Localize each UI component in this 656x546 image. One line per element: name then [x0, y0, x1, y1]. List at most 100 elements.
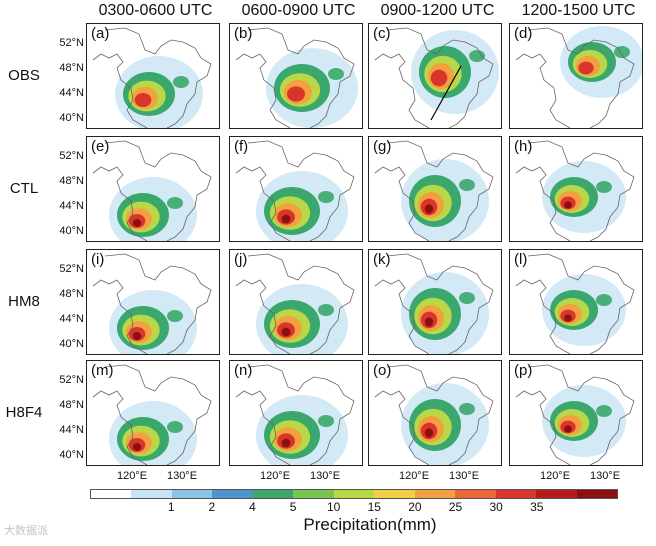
precip-map	[374, 253, 494, 354]
panel-label: (k)	[373, 251, 391, 268]
precip-area	[173, 76, 189, 88]
lat-label: 40°N	[59, 449, 84, 461]
panel-label: (b)	[234, 25, 253, 42]
boundary-line	[374, 166, 430, 241]
map-panel-e: (e)	[86, 136, 220, 242]
precip-area	[564, 425, 572, 433]
colorbar	[90, 489, 618, 499]
colorbar-swatch	[495, 490, 537, 498]
colorbar-label: Precipitation(mm)	[303, 515, 437, 534]
colorbar-swatch	[333, 490, 375, 498]
precip-area	[564, 201, 572, 209]
panel-label: (n)	[234, 362, 253, 379]
colorbar-swatch	[91, 490, 132, 498]
map-panel-d: (d)	[509, 23, 643, 129]
map-panel-h: (h)	[509, 136, 643, 242]
precip-area	[318, 415, 334, 427]
colorbar-swatch	[131, 490, 172, 498]
lat-label: 48°N	[59, 399, 84, 411]
precip-map	[92, 253, 212, 354]
precip-area	[424, 204, 434, 214]
panel-label: (m)	[91, 362, 114, 379]
colorbar-swatch	[576, 490, 618, 498]
precip-area	[167, 421, 183, 433]
column-title-3: 0900-1200 UTC	[380, 2, 495, 19]
column-title-4: 1200-1500 UTC	[521, 2, 636, 19]
lat-label: 44°N	[59, 313, 84, 325]
panel-label: (a)	[91, 25, 110, 42]
colorbar-swatch	[212, 490, 253, 498]
boundary-line	[374, 390, 430, 465]
lon-label: 120°E	[539, 470, 571, 482]
lat-label: 44°N	[59, 200, 84, 212]
lat-label: 52°N	[59, 150, 84, 162]
lon-label: 130°E	[448, 470, 480, 482]
colorbar-tick: 4	[249, 500, 256, 514]
boundary-line	[515, 390, 571, 465]
boundary-line	[104, 27, 212, 128]
boundary-line	[527, 253, 635, 354]
panel-label: (j)	[234, 251, 248, 268]
lat-label: 52°N	[59, 374, 84, 386]
precip-area	[281, 214, 291, 224]
precip-area	[328, 68, 344, 80]
panel-label: (g)	[373, 138, 392, 155]
map-panel-o: (o)	[368, 360, 502, 466]
panel-label: (o)	[373, 362, 392, 379]
precip-area	[596, 405, 612, 417]
colorbar-swatch	[374, 490, 415, 498]
boundary-line	[247, 140, 355, 241]
boundary-line	[104, 140, 212, 241]
lat-label: 48°N	[59, 288, 84, 300]
precip-area	[564, 314, 572, 322]
colorbar-swatch	[293, 490, 334, 498]
boundary-line	[386, 140, 494, 241]
lat-label: 44°N	[59, 87, 84, 99]
row-label-h8f4: H8F4	[5, 404, 43, 421]
boundary-line	[104, 364, 212, 465]
lat-label: 48°N	[59, 62, 84, 74]
precip-area	[318, 191, 334, 203]
panel-label: (c)	[373, 25, 391, 42]
precip-map	[235, 27, 358, 128]
panel-label: (h)	[514, 138, 533, 155]
boundary-line	[386, 27, 494, 128]
boundary-line	[104, 253, 212, 354]
panel-label: (d)	[514, 25, 533, 42]
precip-map	[515, 26, 642, 128]
map-panel-l: (l)	[509, 249, 643, 355]
precip-area	[459, 403, 475, 415]
map-panel-n: (n)	[229, 360, 363, 466]
row-label-hm8: HM8	[8, 293, 40, 310]
precip-area	[281, 438, 291, 448]
precip-area	[596, 294, 612, 306]
precip-area	[132, 332, 142, 340]
boundary-line	[374, 53, 430, 128]
precip-map	[235, 364, 355, 465]
colorbar-tick: 35	[530, 500, 544, 514]
colorbar-tick: 1	[167, 500, 175, 514]
precip-area	[469, 50, 485, 62]
panel-label: (l)	[514, 251, 528, 268]
precip-area	[287, 86, 305, 102]
boundary-line	[527, 140, 635, 241]
precip-map	[374, 27, 499, 128]
map-panel-a: (a)	[86, 23, 220, 129]
lon-label: 120°E	[259, 470, 291, 482]
lat-label: 52°N	[59, 37, 84, 49]
boundary-line	[247, 27, 355, 128]
boundary-line	[386, 253, 494, 354]
colorbar-tick: 10	[327, 500, 341, 514]
precip-area	[424, 317, 434, 327]
map-panel-f: (f)	[229, 136, 363, 242]
precip-area	[578, 61, 594, 75]
map-panel-i: (i)	[86, 249, 220, 355]
precip-map	[515, 140, 635, 241]
precip-area	[614, 46, 630, 58]
map-panel-c: (c)	[368, 23, 502, 129]
colorbar-tick: 2	[208, 500, 216, 514]
precip-map	[235, 253, 355, 354]
boundary-line	[92, 166, 148, 241]
lon-label: 120°E	[116, 470, 148, 482]
precip-map	[515, 253, 635, 354]
